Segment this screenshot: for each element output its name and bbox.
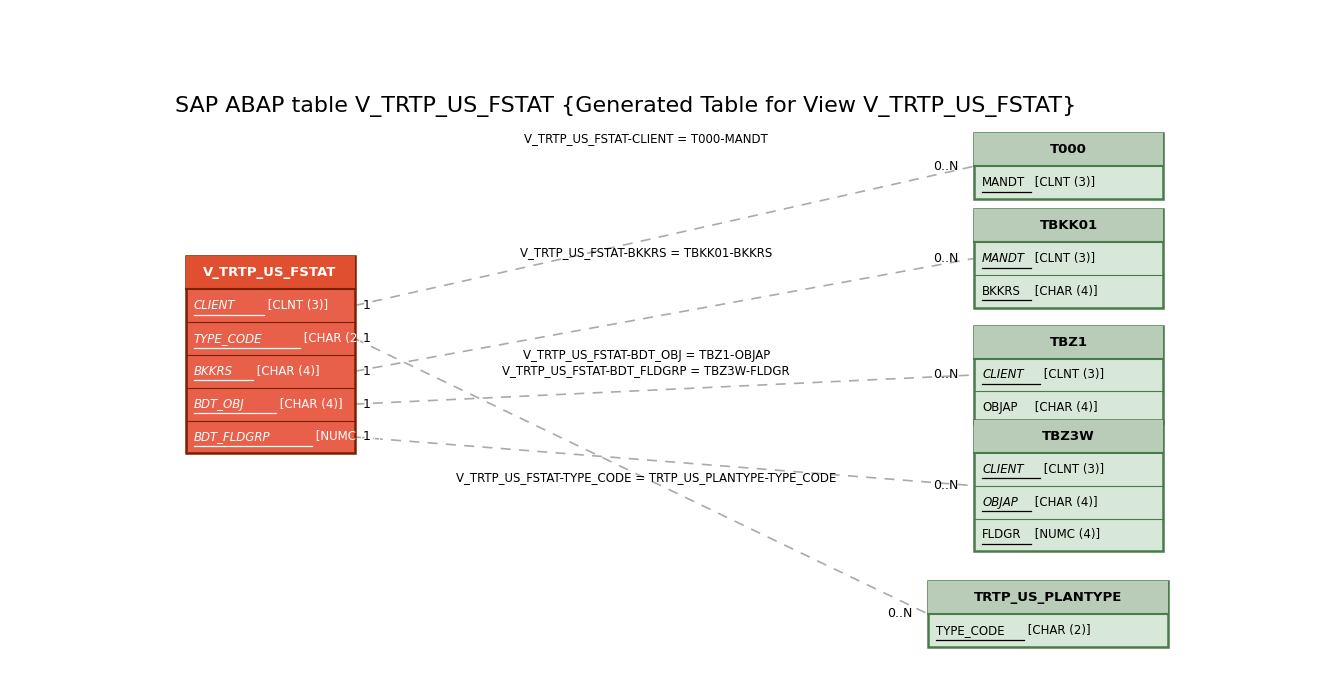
Text: 1: 1: [363, 332, 371, 345]
Text: 0..N: 0..N: [933, 252, 959, 265]
Text: 1: 1: [363, 431, 371, 444]
FancyBboxPatch shape: [974, 133, 1164, 166]
Text: V_TRTP_US_FSTAT-CLIENT = T000-MANDT: V_TRTP_US_FSTAT-CLIENT = T000-MANDT: [524, 131, 769, 144]
Text: [NUMC (4)]: [NUMC (4)]: [312, 431, 380, 444]
Text: [CHAR (4)]: [CHAR (4)]: [1030, 285, 1098, 298]
Text: T000: T000: [1050, 143, 1087, 156]
FancyBboxPatch shape: [185, 257, 354, 289]
FancyBboxPatch shape: [974, 420, 1164, 551]
Text: TBKK01: TBKK01: [1040, 219, 1098, 232]
Text: TRTP_US_PLANTYPE: TRTP_US_PLANTYPE: [974, 591, 1123, 604]
Text: [CHAR (4)]: [CHAR (4)]: [276, 398, 343, 411]
FancyBboxPatch shape: [974, 209, 1164, 308]
Text: V_TRTP_US_FSTAT-BDT_OBJ = TBZ1-OBJAP
V_TRTP_US_FSTAT-BDT_FLDGRP = TBZ3W-FLDGR: V_TRTP_US_FSTAT-BDT_OBJ = TBZ1-OBJAP V_T…: [502, 350, 790, 377]
Text: CLIENT: CLIENT: [194, 299, 235, 312]
Text: TBZ1: TBZ1: [1050, 336, 1087, 349]
Text: 1: 1: [363, 299, 371, 312]
Text: CLIENT: CLIENT: [982, 463, 1024, 476]
Text: 0..N: 0..N: [933, 480, 959, 492]
Text: [CLNT (3)]: [CLNT (3)]: [1030, 176, 1095, 189]
FancyBboxPatch shape: [185, 257, 354, 453]
Text: OBJAP: OBJAP: [982, 495, 1018, 508]
Text: [CHAR (4)]: [CHAR (4)]: [1030, 401, 1098, 414]
Text: [CLNT (3)]: [CLNT (3)]: [264, 299, 329, 312]
Text: V_TRTP_US_FSTAT-BKKRS = TBKK01-BKKRS: V_TRTP_US_FSTAT-BKKRS = TBKK01-BKKRS: [520, 246, 773, 259]
FancyBboxPatch shape: [974, 325, 1164, 358]
Text: 1: 1: [363, 398, 371, 411]
Text: 1: 1: [363, 365, 371, 378]
Text: OBJAP: OBJAP: [982, 401, 1017, 414]
Text: BKKRS: BKKRS: [982, 285, 1021, 298]
FancyBboxPatch shape: [974, 325, 1164, 424]
Text: 0..N: 0..N: [933, 160, 959, 173]
Text: V_TRTP_US_FSTAT-TYPE_CODE = TRTP_US_PLANTYPE-TYPE_CODE: V_TRTP_US_FSTAT-TYPE_CODE = TRTP_US_PLAN…: [456, 471, 836, 484]
Text: V_TRTP_US_FSTAT: V_TRTP_US_FSTAT: [203, 266, 337, 279]
Text: 0..N: 0..N: [888, 608, 913, 621]
FancyBboxPatch shape: [927, 581, 1169, 647]
Text: BDT_FLDGRP: BDT_FLDGRP: [194, 431, 271, 444]
Text: [CLNT (3)]: [CLNT (3)]: [1041, 369, 1104, 381]
Text: BDT_OBJ: BDT_OBJ: [194, 398, 244, 411]
FancyBboxPatch shape: [974, 133, 1164, 199]
Text: [CHAR (4)]: [CHAR (4)]: [252, 365, 320, 378]
Text: TYPE_CODE: TYPE_CODE: [194, 332, 263, 345]
Text: FLDGR: FLDGR: [982, 528, 1021, 541]
Text: [CHAR (4)]: [CHAR (4)]: [1030, 495, 1098, 508]
Text: TYPE_CODE: TYPE_CODE: [937, 624, 1005, 637]
FancyBboxPatch shape: [974, 420, 1164, 453]
FancyBboxPatch shape: [927, 581, 1169, 614]
Text: [CHAR (2)]: [CHAR (2)]: [1024, 624, 1090, 637]
Text: [CLNT (3)]: [CLNT (3)]: [1041, 463, 1104, 476]
Text: TBZ3W: TBZ3W: [1042, 430, 1095, 443]
Text: SAP ABAP table V_TRTP_US_FSTAT {Generated Table for View V_TRTP_US_FSTAT}: SAP ABAP table V_TRTP_US_FSTAT {Generate…: [176, 96, 1077, 117]
FancyBboxPatch shape: [974, 209, 1164, 242]
Text: MANDT: MANDT: [982, 176, 1025, 189]
Text: [NUMC (4)]: [NUMC (4)]: [1030, 528, 1100, 541]
Text: [CLNT (3)]: [CLNT (3)]: [1030, 252, 1095, 265]
Text: BKKRS: BKKRS: [194, 365, 232, 378]
Text: MANDT: MANDT: [982, 252, 1025, 265]
Text: [CHAR (2)]: [CHAR (2)]: [300, 332, 366, 345]
Text: 0..N: 0..N: [933, 369, 959, 381]
Text: CLIENT: CLIENT: [982, 369, 1024, 381]
